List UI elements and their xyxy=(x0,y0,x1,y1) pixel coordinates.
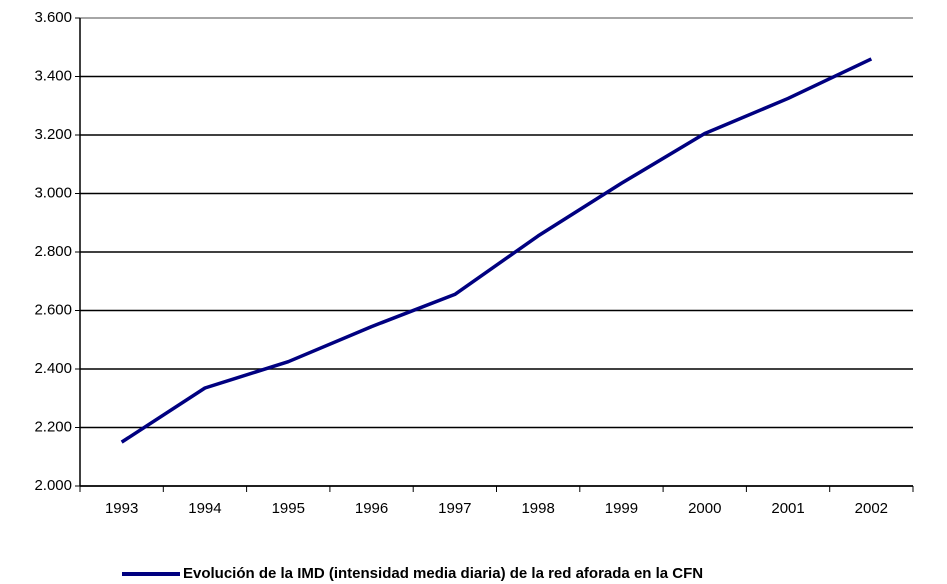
y-tick-label: 2.800 xyxy=(34,243,72,260)
y-tick-label: 2.200 xyxy=(34,418,72,435)
data-line xyxy=(120,57,873,444)
y-tick-label: 2.400 xyxy=(34,360,72,377)
x-tick-label: 1999 xyxy=(605,500,638,517)
x-tick-label: 1994 xyxy=(188,500,221,517)
x-tick-label: 2000 xyxy=(688,500,721,517)
y-tick-label: 3.400 xyxy=(34,67,72,84)
y-tick-label: 2.600 xyxy=(34,301,72,318)
x-tick-label: 2001 xyxy=(771,500,804,517)
x-tick-label: 1997 xyxy=(438,500,471,517)
y-tick-label: 3.200 xyxy=(34,126,72,143)
x-tick-label: 1995 xyxy=(272,500,305,517)
x-tick-label: 1996 xyxy=(355,500,388,517)
y-tick-label: 3.600 xyxy=(34,9,72,26)
y-tick-label: 2.000 xyxy=(34,477,72,494)
x-tick-label: 1993 xyxy=(105,500,138,517)
x-tick-label: 2002 xyxy=(855,500,888,517)
x-tick-label: 1998 xyxy=(521,500,554,517)
legend-label: Evolución de la IMD (intensidad media di… xyxy=(183,565,703,582)
y-tick-label: 3.000 xyxy=(34,184,72,201)
